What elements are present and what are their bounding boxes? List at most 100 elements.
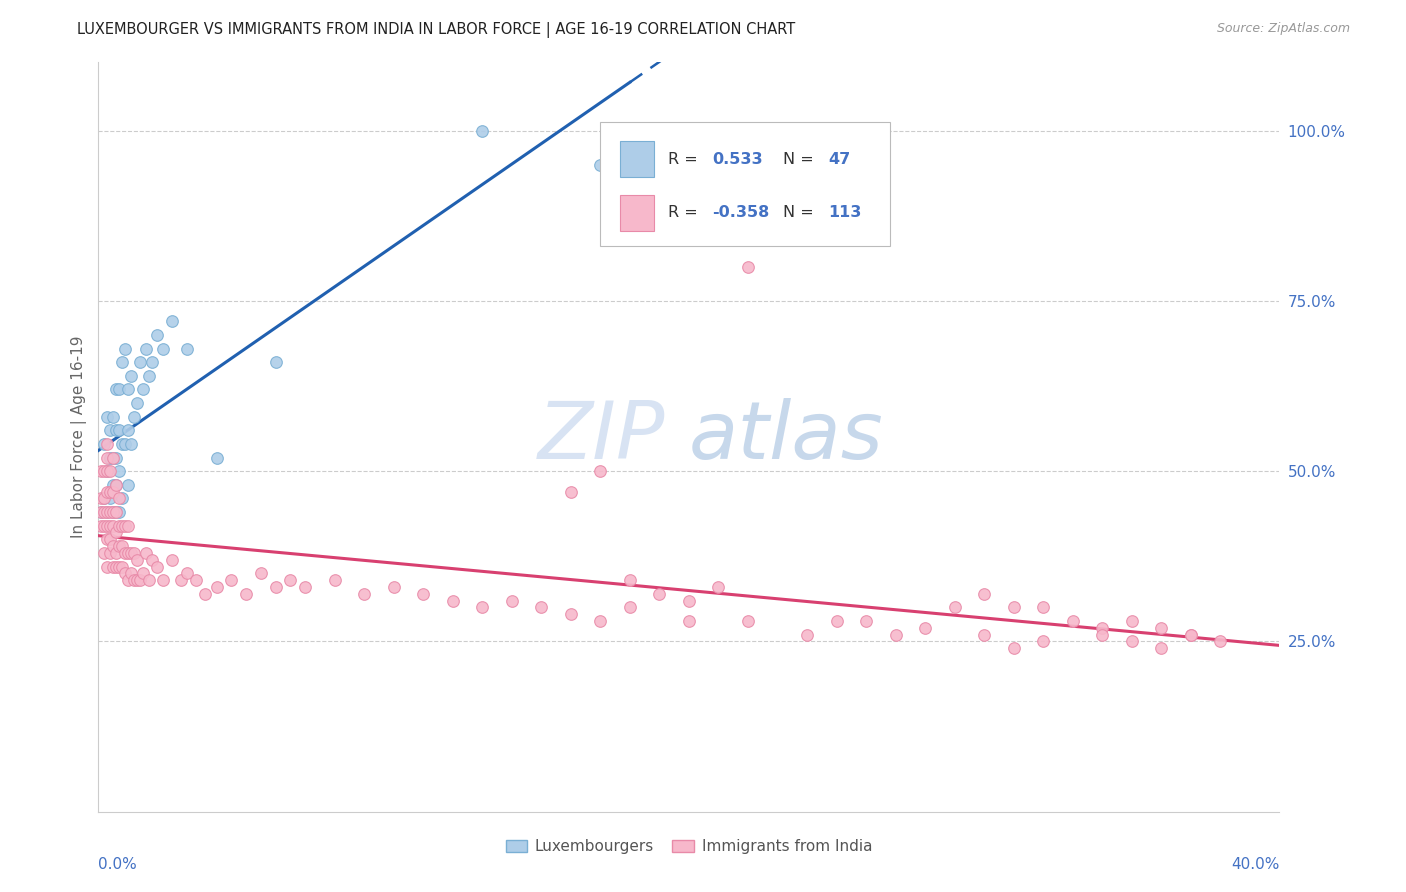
Text: 113: 113 bbox=[828, 205, 862, 220]
Point bbox=[103, 409, 125, 424]
Point bbox=[973, 627, 995, 641]
Point bbox=[105, 477, 128, 491]
Point bbox=[678, 593, 700, 607]
Point bbox=[93, 464, 115, 478]
Point bbox=[560, 607, 582, 622]
Point bbox=[105, 450, 128, 465]
Point bbox=[382, 580, 405, 594]
Point bbox=[108, 383, 131, 397]
Point bbox=[93, 491, 115, 506]
Point bbox=[98, 464, 121, 478]
Point bbox=[125, 552, 148, 566]
Point bbox=[294, 580, 316, 594]
Point bbox=[122, 409, 145, 424]
Point bbox=[205, 450, 228, 465]
Point bbox=[280, 573, 302, 587]
Point bbox=[90, 464, 112, 478]
Point bbox=[98, 491, 121, 506]
Point bbox=[93, 505, 115, 519]
Point bbox=[589, 614, 612, 628]
Point bbox=[125, 573, 148, 587]
Point bbox=[138, 573, 160, 587]
Point bbox=[105, 559, 128, 574]
Point bbox=[194, 587, 217, 601]
Point bbox=[125, 396, 148, 410]
Point bbox=[250, 566, 273, 581]
Point bbox=[1032, 634, 1054, 648]
Point bbox=[184, 573, 207, 587]
Bar bbox=[620, 141, 654, 178]
Point bbox=[90, 505, 112, 519]
Point bbox=[111, 491, 134, 506]
Point bbox=[120, 566, 142, 581]
Point bbox=[205, 580, 228, 594]
Point bbox=[103, 505, 125, 519]
Point bbox=[98, 505, 121, 519]
Text: 47: 47 bbox=[828, 152, 851, 167]
Point bbox=[135, 342, 157, 356]
Point bbox=[98, 533, 121, 547]
Point bbox=[105, 477, 128, 491]
Point bbox=[1209, 634, 1232, 648]
Point bbox=[114, 342, 136, 356]
Point bbox=[93, 437, 115, 451]
Point bbox=[111, 437, 134, 451]
Point bbox=[1121, 634, 1143, 648]
Point bbox=[560, 484, 582, 499]
Point bbox=[103, 484, 125, 499]
Point bbox=[96, 505, 118, 519]
Point bbox=[152, 342, 174, 356]
Point bbox=[678, 614, 700, 628]
Point bbox=[825, 614, 848, 628]
Point bbox=[103, 477, 125, 491]
Point bbox=[93, 491, 115, 506]
Point bbox=[221, 573, 243, 587]
Point bbox=[105, 505, 128, 519]
Point bbox=[105, 505, 128, 519]
Point bbox=[108, 464, 131, 478]
Point bbox=[98, 484, 121, 499]
Point bbox=[103, 450, 125, 465]
Point bbox=[135, 546, 157, 560]
Point bbox=[264, 355, 287, 369]
Point bbox=[103, 559, 125, 574]
Point bbox=[132, 566, 155, 581]
Point bbox=[117, 477, 139, 491]
Point bbox=[855, 614, 877, 628]
Point bbox=[117, 518, 139, 533]
Point bbox=[1180, 627, 1202, 641]
Point bbox=[138, 368, 160, 383]
Point bbox=[619, 573, 641, 587]
Point bbox=[589, 464, 612, 478]
Point bbox=[114, 546, 136, 560]
Point bbox=[111, 518, 134, 533]
Point bbox=[973, 587, 995, 601]
Point bbox=[146, 559, 169, 574]
Text: ZIP: ZIP bbox=[538, 398, 665, 476]
Point bbox=[90, 505, 112, 519]
Point bbox=[471, 123, 494, 137]
Point bbox=[103, 539, 125, 553]
Point bbox=[176, 342, 198, 356]
Point bbox=[111, 355, 134, 369]
Point bbox=[108, 518, 131, 533]
Point bbox=[105, 546, 128, 560]
Point bbox=[170, 573, 193, 587]
Text: LUXEMBOURGER VS IMMIGRANTS FROM INDIA IN LABOR FORCE | AGE 16-19 CORRELATION CHA: LUXEMBOURGER VS IMMIGRANTS FROM INDIA IN… bbox=[77, 22, 796, 38]
Point bbox=[122, 573, 145, 587]
Point bbox=[648, 587, 671, 601]
Point bbox=[128, 573, 150, 587]
Point bbox=[103, 450, 125, 465]
Point bbox=[117, 546, 139, 560]
Point bbox=[141, 355, 163, 369]
Point bbox=[589, 158, 612, 172]
Text: atlas: atlas bbox=[689, 398, 884, 476]
Point bbox=[1091, 621, 1114, 635]
Point bbox=[1150, 641, 1173, 656]
Point bbox=[117, 383, 139, 397]
Point bbox=[707, 580, 730, 594]
FancyBboxPatch shape bbox=[600, 122, 890, 246]
Point bbox=[98, 423, 121, 437]
Point bbox=[1032, 600, 1054, 615]
Point bbox=[120, 437, 142, 451]
